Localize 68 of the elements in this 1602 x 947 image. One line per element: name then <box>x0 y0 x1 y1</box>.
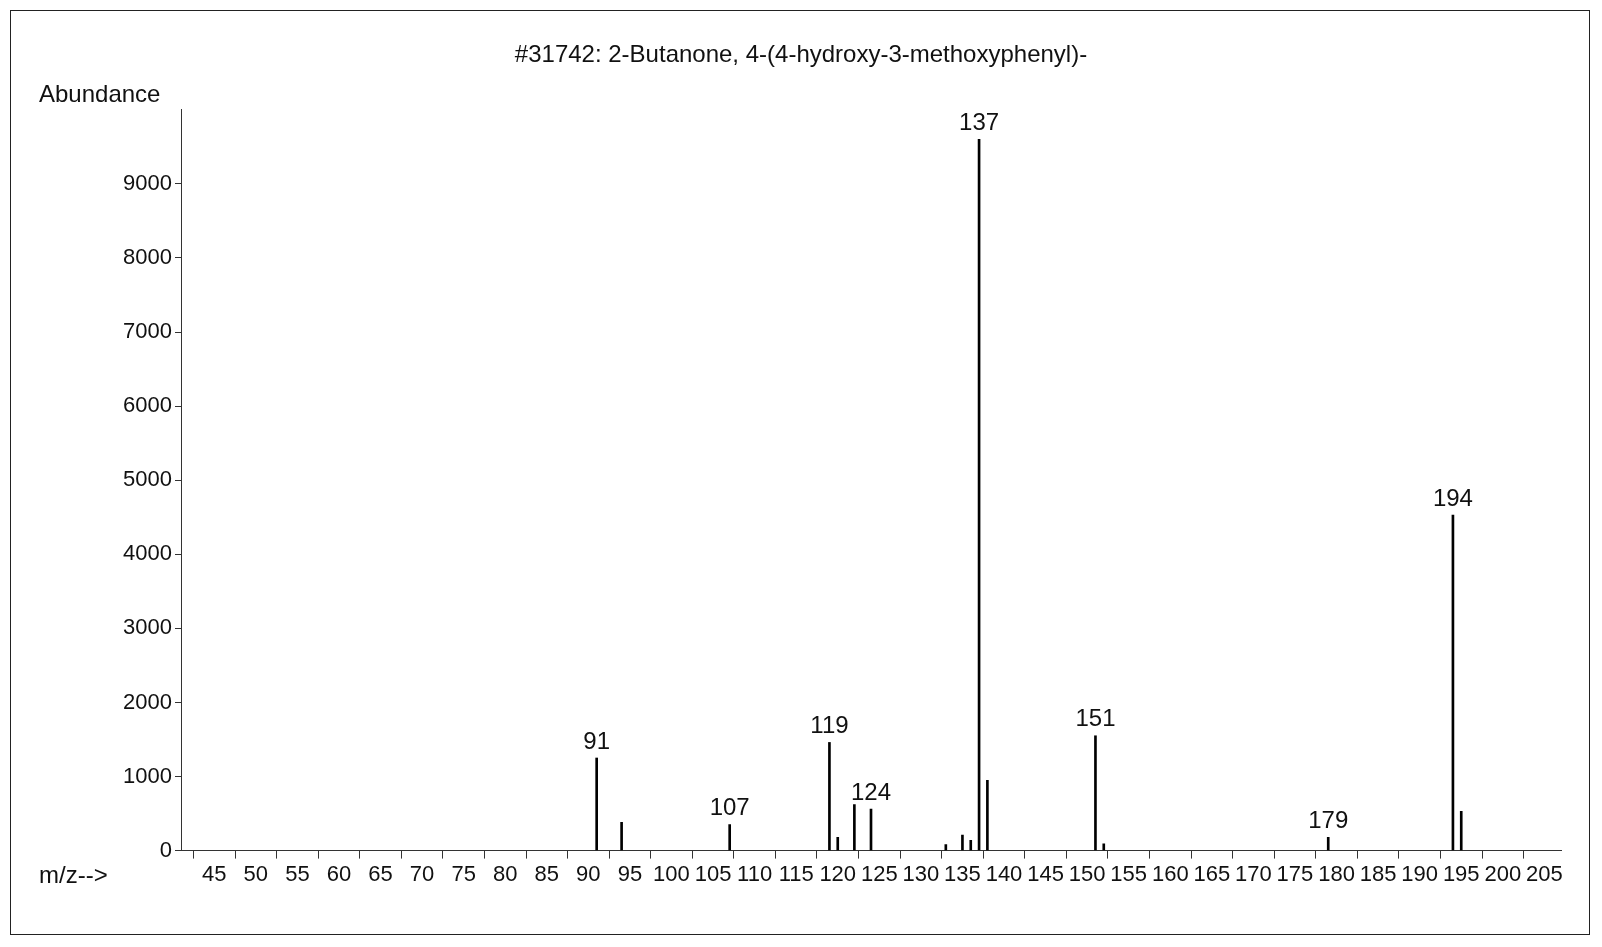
x-tick-label: 85 <box>534 860 560 886</box>
x-tick-label: 50 <box>243 860 269 886</box>
bar <box>1459 811 1463 851</box>
bar <box>1326 836 1330 851</box>
bar <box>986 779 989 851</box>
x-tick-label: 170 <box>1235 860 1272 886</box>
y-tick-label: 6000 <box>123 392 172 418</box>
y-tick-label: 3000 <box>123 614 172 640</box>
annotation: 119 <box>810 711 849 739</box>
bar <box>1102 843 1106 851</box>
x-tick-label: 180 <box>1318 860 1355 886</box>
bar <box>828 742 831 851</box>
y-tick-label: 8000 <box>123 244 172 270</box>
x-tick-label: 165 <box>1193 860 1231 886</box>
x-tick-label: 95 <box>617 860 643 886</box>
x-tick-label: 120 <box>819 860 857 886</box>
x-tick-label: 75 <box>451 860 476 886</box>
x-tick-label: 150 <box>1068 860 1106 886</box>
y-tick-label: 0 <box>159 836 172 862</box>
annotation: 151 <box>1075 704 1116 732</box>
x-tick-label: 115 <box>778 860 814 886</box>
x-tick-label: 80 <box>492 860 518 886</box>
y-tick-label: 2000 <box>123 688 172 714</box>
x-tick-label: 160 <box>1151 860 1189 886</box>
y-tick-label: 9000 <box>123 169 172 195</box>
x-tick-label: 155 <box>1110 860 1148 886</box>
x-tick-label: 205 <box>1526 860 1563 886</box>
x-tick-label: 195 <box>1442 860 1480 886</box>
annotation: 194 <box>1432 483 1473 511</box>
x-tick-label: 55 <box>285 860 310 886</box>
x-axis-title: m/z--> <box>39 861 108 889</box>
bar <box>1094 735 1097 851</box>
annotation: 107 <box>709 793 750 821</box>
bar <box>836 836 840 851</box>
x-tick-label: 70 <box>409 860 435 886</box>
x-tick-label: 130 <box>902 860 940 886</box>
bar <box>853 804 856 851</box>
x-tick-label: 140 <box>985 860 1023 886</box>
y-tick-label: 7000 <box>123 318 172 344</box>
bar <box>944 844 948 851</box>
y-tick-label: 4000 <box>123 540 172 566</box>
chart-title: #31742: 2-Butanone, 4-(4-hydroxy-3-methoxyphenyl)- <box>514 40 1088 68</box>
bar <box>969 839 973 851</box>
x-tick-label: 60 <box>326 860 352 886</box>
x-tick-label: 110 <box>737 860 773 886</box>
bar <box>595 757 598 851</box>
x-tick-label: 105 <box>694 860 732 886</box>
bar <box>961 834 964 851</box>
x-tick-label: 125 <box>860 860 898 886</box>
bar <box>728 824 732 851</box>
bar <box>620 822 623 851</box>
annotation: 137 <box>959 108 1000 136</box>
y-axis-title: Abundance <box>39 80 161 108</box>
annotation: 179 <box>1308 805 1349 833</box>
x-tick-label: 100 <box>653 860 690 886</box>
x-tick-label: 90 <box>576 860 601 886</box>
x-tick-label: 135 <box>944 860 981 886</box>
y-tick-label: 1000 <box>123 762 172 788</box>
x-tick-label: 200 <box>1484 860 1522 886</box>
x-tick-label: 190 <box>1401 860 1439 886</box>
x-tick-label: 65 <box>368 860 393 886</box>
annotation: 124 <box>850 777 892 805</box>
x-tick-label: 175 <box>1276 860 1314 886</box>
x-tick-label: 145 <box>1027 860 1064 886</box>
y-tick-label: 5000 <box>123 466 172 492</box>
annotation: 91 <box>583 726 611 754</box>
x-tick-label: 45 <box>202 860 227 886</box>
x-tick-label: 185 <box>1359 860 1397 886</box>
